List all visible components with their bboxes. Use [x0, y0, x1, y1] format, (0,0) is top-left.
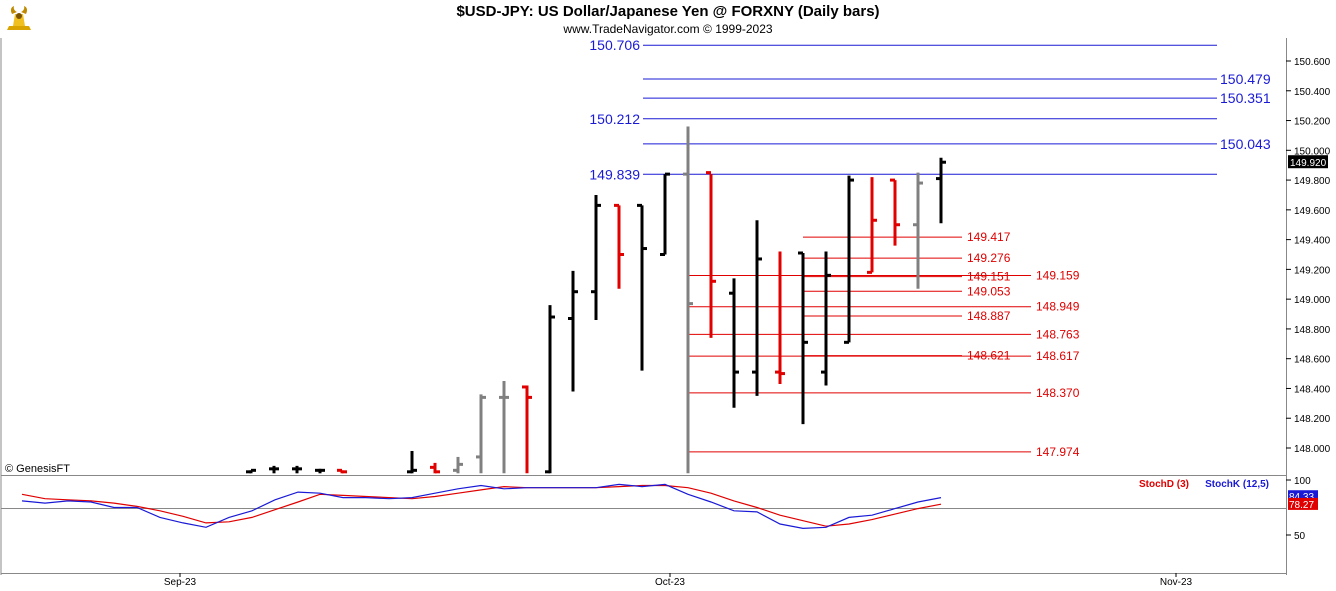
gold-bull-logo-icon	[7, 6, 31, 30]
ohlc-bar	[292, 465, 302, 474]
ohlc-bar	[775, 251, 785, 384]
stoch-series-line	[21, 483, 942, 530]
chart-subtitle: www.TradeNavigator.com © 1999-2023	[563, 22, 773, 36]
fib-level-label: 148.621	[967, 349, 1011, 363]
fib-level-label: 148.763	[1036, 327, 1080, 341]
ohlc-bar	[499, 381, 509, 474]
ohlc-bar	[844, 175, 854, 344]
ohlc-bar	[637, 203, 647, 371]
fib-level-label: 150.351	[1220, 90, 1271, 106]
fib-level-label: 149.417	[967, 230, 1011, 244]
ohlc-bar	[821, 251, 831, 386]
y-tick-label: 148.000	[1294, 444, 1331, 455]
fib-levels-layer: 150.706 150.479 150.351 150.212 150.043 149.8…	[589, 37, 1270, 459]
ohlc-bar	[545, 305, 555, 474]
y-tick-label: 148.400	[1294, 384, 1331, 395]
ohlc-bar	[522, 385, 532, 474]
fib-level-label: 150.212	[589, 111, 640, 127]
x-tick-label: Nov-23	[1160, 577, 1193, 588]
legend-stochk: StochK (12,5)	[1205, 479, 1269, 490]
y-tick-label: 150.200	[1294, 117, 1331, 128]
y-tick-label: 148.200	[1294, 414, 1331, 425]
y-tick-label: 148.800	[1294, 325, 1331, 336]
fib-level-label: 150.043	[1220, 136, 1271, 152]
stoch-y-tick-label: 50	[1294, 531, 1306, 542]
ohlc-bar	[683, 126, 693, 474]
stochd-value-label: 78.27	[1289, 500, 1314, 511]
ohlc-bar	[867, 177, 877, 274]
ohlc-bar	[591, 194, 601, 320]
legend-stochd: StochD (3)	[1139, 479, 1189, 490]
ohlc-bar	[706, 171, 716, 338]
fib-level-label: 149.839	[589, 166, 640, 182]
ohlc-bar	[798, 251, 808, 425]
y-tick-label: 148.600	[1294, 355, 1331, 366]
y-tick-label: 149.000	[1294, 295, 1331, 306]
y-tick-label: 149.400	[1294, 236, 1331, 247]
ohlc-bar	[729, 278, 739, 408]
stochd-value-badge	[1288, 497, 1318, 510]
ohlc-bar	[269, 465, 279, 474]
axis-layer: 150.600 150.400 150.200 150.000 149.800 149.6…	[164, 57, 1331, 588]
ohlc-bar	[614, 203, 624, 289]
ohlc-bar	[936, 157, 946, 224]
fib-level-label: 149.053	[967, 284, 1011, 298]
ohlc-bar	[476, 394, 486, 474]
fib-level-label: 150.479	[1220, 71, 1271, 87]
stoch-series-line	[21, 484, 942, 527]
ohlc-bar	[568, 270, 578, 392]
x-tick-label: Sep-23	[164, 577, 197, 588]
last-price-badge	[1288, 155, 1328, 169]
y-tick-label: 150.400	[1294, 87, 1331, 98]
fib-level-label: 149.151	[967, 270, 1011, 284]
fib-level-label: 149.159	[1036, 268, 1080, 282]
y-tick-label: 149.800	[1294, 176, 1331, 187]
last-price-label: 149.920	[1290, 158, 1327, 169]
y-tick-label: 150.000	[1294, 146, 1331, 157]
y-tick-label: 149.200	[1294, 265, 1331, 276]
ohlc-bar	[752, 220, 762, 396]
fib-level-label: 148.949	[1036, 300, 1080, 314]
stoch-y-tick-label: 100	[1294, 476, 1311, 487]
fib-level-label: 148.370	[1036, 386, 1080, 400]
fib-level-label: 148.617	[1036, 349, 1080, 363]
fib-level-label: 148.887	[967, 309, 1011, 323]
y-tick-label: 149.600	[1294, 206, 1331, 217]
fib-level-label: 150.706	[589, 37, 640, 53]
price-bars-layer	[246, 126, 946, 474]
ohlc-bar	[407, 450, 417, 474]
y-tick-label: 150.600	[1294, 57, 1331, 68]
ohlc-bar	[913, 172, 923, 289]
ohlc-bar	[315, 468, 325, 474]
ohlc-bar	[430, 462, 440, 474]
ohlc-bar	[890, 178, 900, 246]
ohlc-bar	[660, 172, 670, 256]
ohlc-bar	[246, 468, 256, 474]
title-bar: $USD-JPY: US Dollar/Japanese Yen @ FORXN…	[0, 0, 1336, 38]
ohlc-bar	[453, 456, 463, 474]
stochk-value-label: 84.33	[1289, 492, 1314, 503]
ohlc-bar	[337, 468, 347, 474]
chart-title: $USD-JPY: US Dollar/Japanese Yen @ FORXN…	[456, 3, 880, 20]
fib-level-label: 149.276	[967, 251, 1011, 265]
copyright-label: © GenesisFT	[5, 463, 70, 475]
fib-level-label: 147.974	[1036, 445, 1080, 459]
x-tick-label: Oct-23	[655, 577, 685, 588]
